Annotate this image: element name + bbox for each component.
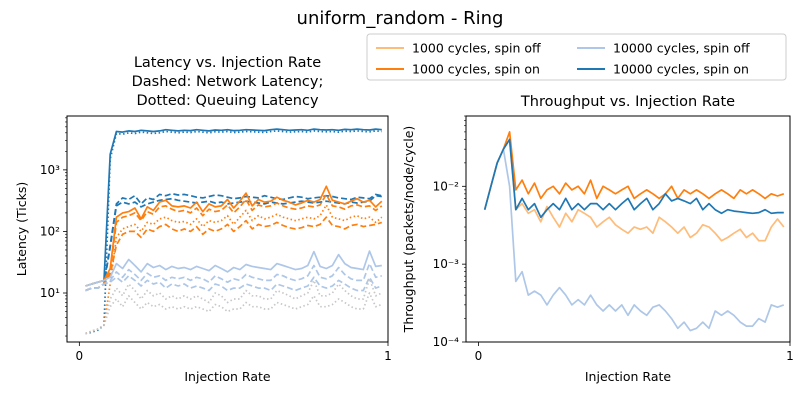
y-tick-label: 10³: [40, 163, 60, 177]
y-tick-label: 10¹: [40, 286, 60, 300]
series-line-3: [85, 194, 382, 292]
legend-label: 10000 cycles, spin on: [613, 62, 749, 77]
series-line-2: [85, 192, 382, 292]
series-line-1: [483, 131, 785, 210]
series-line-5: [85, 193, 383, 292]
series-line-9: [85, 262, 383, 292]
throughput-panel: 10⁻⁴ 10⁻³ 10⁻² 0 1 Throughput vs. Injection R…: [401, 94, 794, 384]
chart-title-line: Throughput vs. Injection Rate: [520, 94, 735, 110]
x-tick-label: 1: [786, 349, 794, 363]
x-axis-label: Injection Rate: [585, 369, 672, 384]
plot-frame: [66, 115, 389, 343]
series-line-8: [85, 250, 382, 287]
series-line-10: [85, 274, 383, 292]
figure-suptitle: uniform_random - Ring: [297, 8, 504, 29]
legend-label: 10000 cycles, spin off: [613, 41, 750, 56]
series-line-1: [85, 130, 382, 335]
latency-panel: 10¹ 10² 10³ 0 1 Latency vs. Injection Rate Das…: [14, 55, 392, 384]
series-line-4: [85, 185, 383, 287]
y-tick-label: 10⁻³: [433, 257, 460, 271]
series-line-11: [85, 277, 383, 335]
chart-title-line: Dotted: Queuing Latency: [136, 93, 319, 109]
series-line-3: [483, 138, 784, 219]
series-line-0: [85, 128, 382, 287]
plot-frame: [465, 115, 791, 343]
chart-title-line: Dashed: Network Latency;: [132, 74, 324, 90]
series-line-7: [85, 216, 383, 292]
series-line-12: [85, 292, 383, 335]
x-tick-label: 1: [384, 349, 392, 363]
x-tick-label: 0: [475, 349, 483, 363]
x-axis-label: Injection Rate: [184, 369, 271, 384]
chart-title-line: Latency vs. Injection Rate: [134, 55, 321, 71]
y-tick-label: 10⁻²: [433, 179, 460, 193]
legend-label: 1000 cycles, spin off: [412, 41, 541, 56]
y-axis-label: Latency (Ticks): [14, 182, 29, 276]
y-tick-label: 10⁻⁴: [433, 335, 460, 349]
y-tick-label: 10²: [40, 224, 60, 238]
series-line-2: [483, 148, 785, 332]
y-axis-label: Throughput (packets/node/cycle): [401, 126, 416, 334]
legend-label: 1000 cycles, spin on: [412, 62, 540, 77]
series-line-0: [483, 138, 785, 242]
x-tick-label: 0: [76, 349, 84, 363]
legend-box: [366, 33, 787, 81]
series-line-6: [85, 204, 383, 335]
legend: 1000 cycles, spin off 1000 cycles, spin o…: [366, 33, 787, 81]
